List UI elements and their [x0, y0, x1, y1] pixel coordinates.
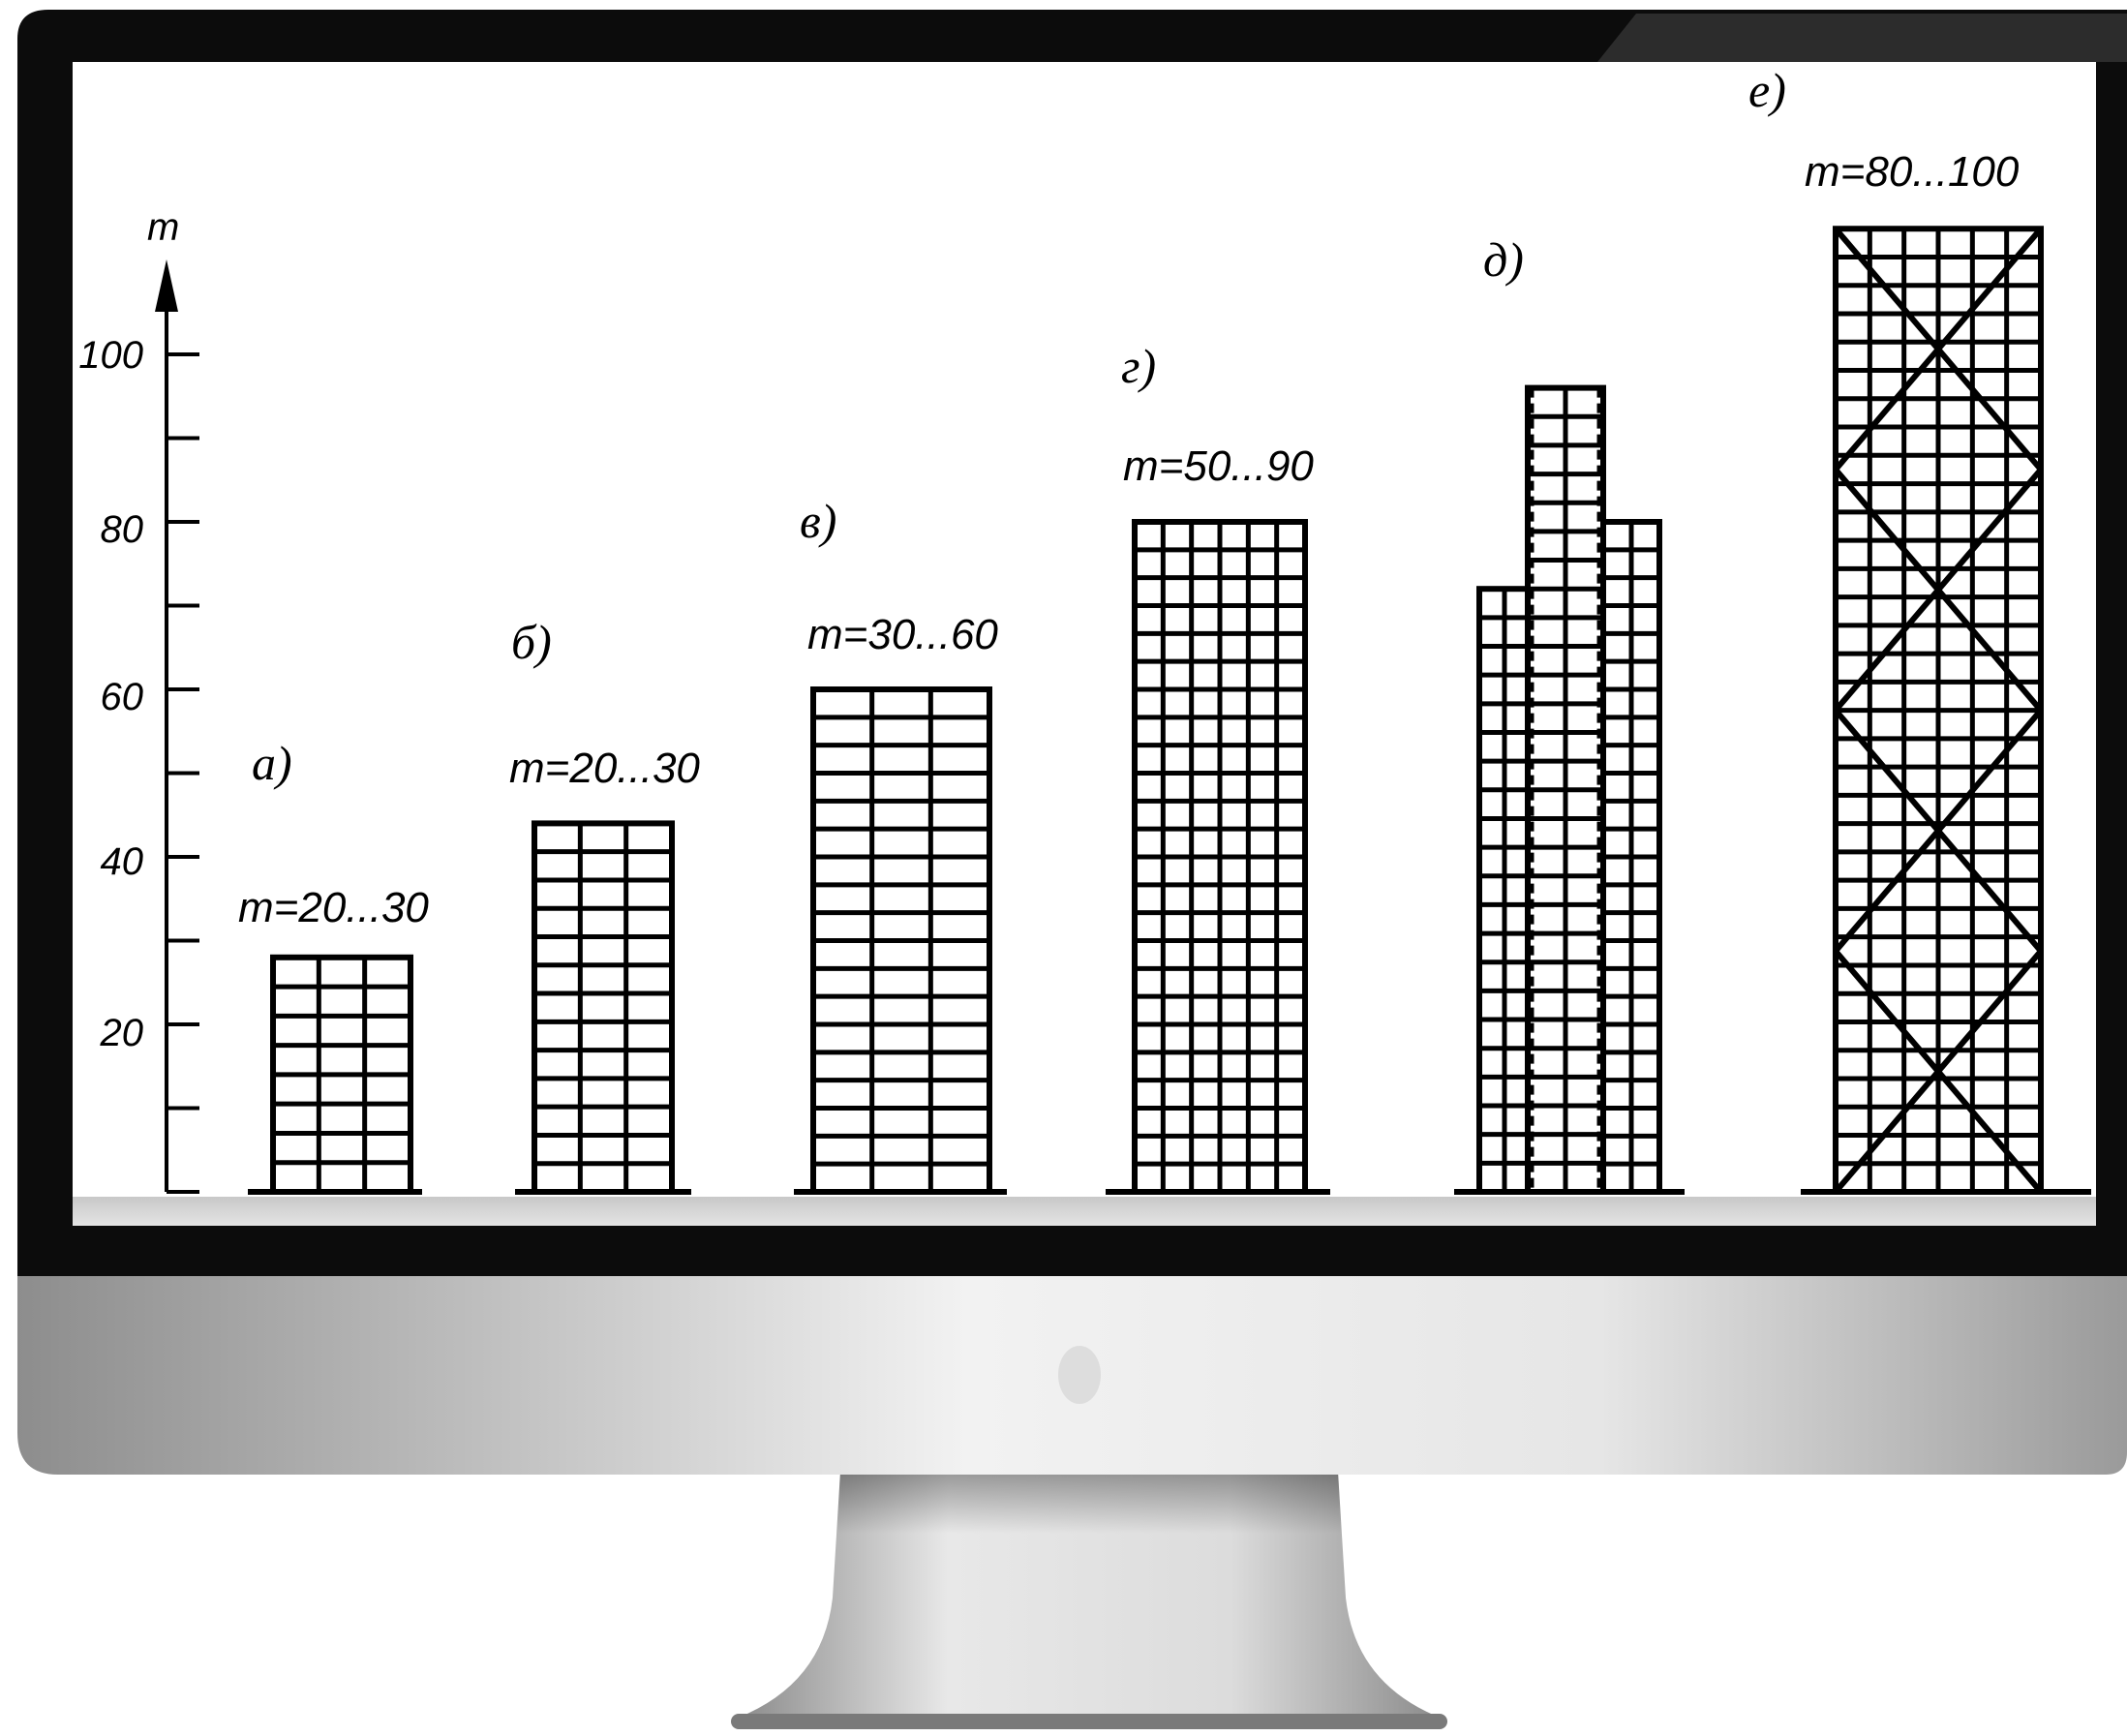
building-c-letter: в)	[800, 494, 836, 548]
building-e	[1454, 384, 1685, 1196]
apple-logo-icon	[1058, 1346, 1101, 1404]
building-e-letter: д)	[1483, 232, 1524, 287]
building-b-outline	[532, 820, 675, 1196]
building-b-range: m=20...30	[509, 745, 700, 792]
tick-label-60: 60	[101, 676, 144, 718]
building-a-range: m=20...30	[238, 884, 429, 931]
buildings-group	[248, 226, 2091, 1196]
tick-label-80: 80	[101, 508, 144, 551]
building-f-brace	[1833, 227, 2044, 472]
building-a	[248, 954, 422, 1195]
monitor-chin	[17, 1268, 2127, 1475]
tick-label-40: 40	[101, 840, 144, 883]
axis-arrow-icon	[155, 259, 178, 312]
building-f	[1801, 226, 2091, 1195]
screen-bottom-shelf	[73, 1197, 2096, 1226]
bezel-glare	[1597, 14, 2127, 62]
building-f-range: m=80...100	[1805, 148, 2020, 196]
building-d-letter: г)	[1121, 339, 1156, 393]
building-f-brace	[1833, 467, 2044, 713]
building-d-range: m=50...90	[1123, 442, 1314, 490]
building-c	[794, 686, 1007, 1195]
building-b	[515, 820, 691, 1196]
tick-label-20: 20	[100, 1012, 144, 1054]
axis-ticks	[167, 352, 199, 1194]
axis-unit-label: m	[147, 206, 179, 249]
building-a-letter: а)	[252, 736, 292, 790]
tick-label-100: 100	[78, 334, 143, 377]
building-f-brace	[1833, 949, 2044, 1194]
building-d	[1106, 519, 1330, 1195]
monitor-stand	[731, 1472, 1447, 1729]
building-f-brace	[1833, 708, 2044, 954]
building-c-range: m=30...60	[807, 611, 998, 658]
building-f-letter: е)	[1748, 63, 1786, 117]
building-b-letter: б)	[511, 615, 552, 669]
